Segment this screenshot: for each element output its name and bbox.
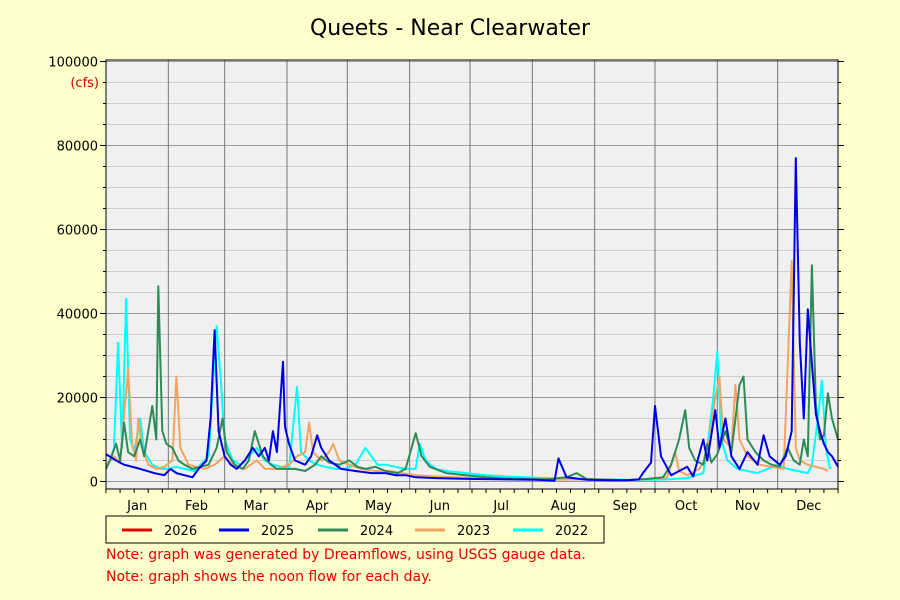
x-month-label: Mar — [244, 499, 269, 514]
x-month-label: Jul — [492, 499, 509, 514]
series-line-2025 — [105, 157, 839, 482]
chart-title: Queets - Near Clearwater — [310, 16, 591, 41]
y-tick-label: 60000 — [57, 224, 98, 239]
y-tick-label: 0 — [90, 476, 98, 491]
x-month-label: Nov — [735, 499, 761, 514]
x-month-label: Sep — [613, 499, 638, 514]
x-month-label: May — [365, 499, 392, 514]
y-tick-label: 40000 — [57, 308, 98, 323]
x-month-label: Apr — [306, 499, 329, 514]
x-month-label: Jan — [126, 499, 147, 514]
legend-label-2025: 2025 — [261, 524, 294, 539]
x-month-label: Jun — [429, 499, 450, 514]
legend-label-2023: 2023 — [457, 524, 490, 539]
legend-label-2022: 2022 — [555, 524, 588, 539]
note-source: Note: graph was generated by Dreamflows,… — [106, 547, 586, 563]
series-line-2024 — [105, 264, 839, 482]
series-line-2022 — [105, 297, 831, 481]
note-noon-flow: Note: graph shows the noon flow for each… — [106, 569, 432, 585]
y-tick-label: 20000 — [57, 392, 98, 407]
x-month-label: Oct — [675, 499, 697, 514]
legend-label-2026: 2026 — [164, 524, 197, 539]
y-tick-label: 100000 — [48, 56, 98, 71]
x-month-label: Feb — [185, 499, 208, 514]
x-month-label: Dec — [796, 499, 821, 514]
y-tick-label: 80000 — [57, 140, 98, 155]
legend-label-2024: 2024 — [360, 524, 393, 539]
y-unit-label: (cfs) — [70, 76, 99, 91]
x-month-label: Aug — [551, 499, 576, 514]
